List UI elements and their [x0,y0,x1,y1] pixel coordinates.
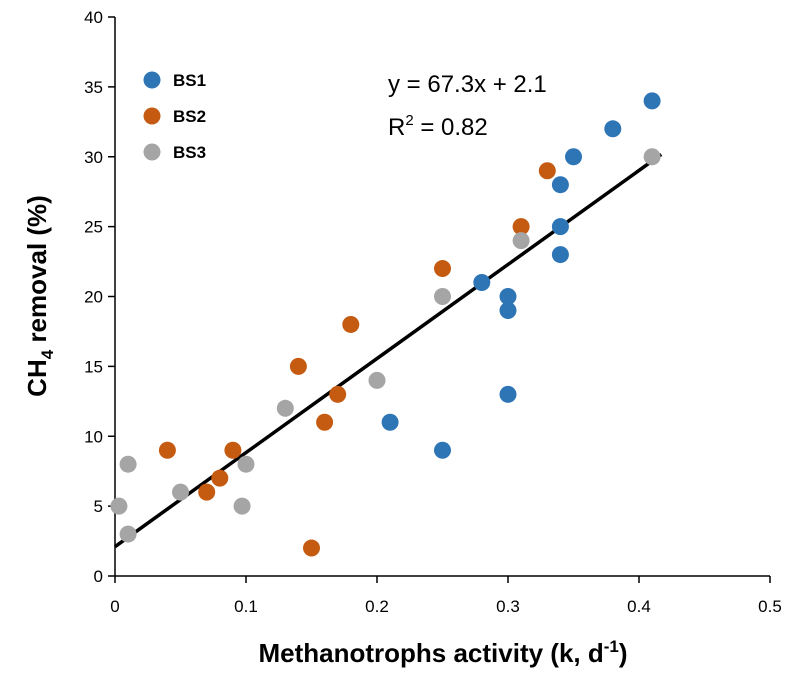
ticks [108,16,771,583]
data-point-bs2 [538,162,556,180]
data-point-bs2 [342,315,360,333]
y-tick-label: 20 [84,288,103,307]
y-tick-label: 10 [84,427,103,446]
trendline-group [113,153,663,549]
legend-label-bs1: BS1 [173,71,206,90]
r-squared-label: R2 = 0.82 [388,112,488,141]
y-tick-label: 40 [84,8,103,27]
y-tick-label: 0 [94,567,103,586]
data-point-bs1 [565,148,582,166]
legend: BS1 BS2 BS3 [143,71,206,162]
data-point-bs3 [368,371,386,389]
data-point-bs3 [237,455,255,473]
y-axis-title: CH4 removal (%) [22,195,57,397]
data-point-bs1 [643,92,661,110]
equation-label: y = 67.3x + 2.1 [388,71,547,98]
data-point-bs3 [233,497,251,515]
r-squared-rest: = 0.82 [414,114,488,141]
data-point-bs1 [499,385,517,403]
data-point-bs1 [499,288,517,305]
data-point-bs2 [158,441,176,459]
x-tick-label: 0 [110,597,119,616]
x-axis-title-main: Methanotrophs activity (k, d [258,638,603,668]
x-axis-title-close: ) [619,638,628,668]
legend-marker-bs2 [143,107,161,125]
data-point-bs1 [499,301,517,319]
data-point-bs2 [303,539,320,557]
data-point-bs3 [172,483,189,501]
data-point-bs1 [551,246,569,264]
x-tick-label: 0.2 [365,597,389,616]
y-tick-label: 35 [84,78,103,97]
data-point-bs3 [276,399,294,417]
r-squared-sup: 2 [405,112,413,129]
data-point-bs3 [643,148,661,166]
data-point-bs3 [119,455,137,473]
data-point-bs3 [512,232,530,250]
legend-label-bs3: BS3 [173,143,206,162]
y-axis-title-post: removal (%) [22,195,52,350]
data-point-bs2 [289,357,307,375]
data-point-bs2 [211,469,229,487]
data-point-bs1 [473,274,491,292]
data-point-bs2 [434,260,451,278]
data-point-bs3 [434,288,451,305]
y-axis-title-sub: 4 [38,349,57,359]
y-tick-label: 25 [84,218,103,237]
legend-label-bs2: BS2 [173,107,206,126]
x-axis-title-sup: -1 [604,637,619,656]
x-tick-label: 0.5 [758,597,782,616]
y-tick-label: 30 [84,148,103,167]
data-point-bs3 [110,497,128,515]
x-tick-label: 0.4 [627,597,651,616]
legend-marker-bs1 [143,71,161,89]
data-point-bs1 [381,413,399,431]
data-point-bs2 [316,413,334,431]
legend-marker-bs3 [143,143,161,161]
data-point-bs3 [119,525,137,543]
data-point-bs1 [551,218,569,236]
y-axis-title-pre: CH [22,359,52,397]
data-point-bs2 [512,218,530,236]
y-tick-label: 15 [84,357,103,376]
x-tick-label: 0.3 [496,597,520,616]
x-tick-label: 0.1 [234,597,258,616]
y-tick-label: 5 [94,497,103,516]
x-axis-title: Methanotrophs activity (k, d-1) [258,637,627,668]
data-point-bs2 [198,483,216,501]
data-point-bs2 [224,441,242,459]
r-squared-base: R [388,114,405,141]
tick-labels: 0 5 10 15 20 25 30 35 40 0 0.1 0.2 0.3 0.4 0.5 [84,8,782,616]
data-points [110,92,661,557]
data-point-bs1 [551,176,569,194]
trendline [113,153,663,549]
data-point-bs2 [329,385,347,403]
data-point-bs1 [604,120,622,138]
data-point-bs1 [434,441,451,459]
